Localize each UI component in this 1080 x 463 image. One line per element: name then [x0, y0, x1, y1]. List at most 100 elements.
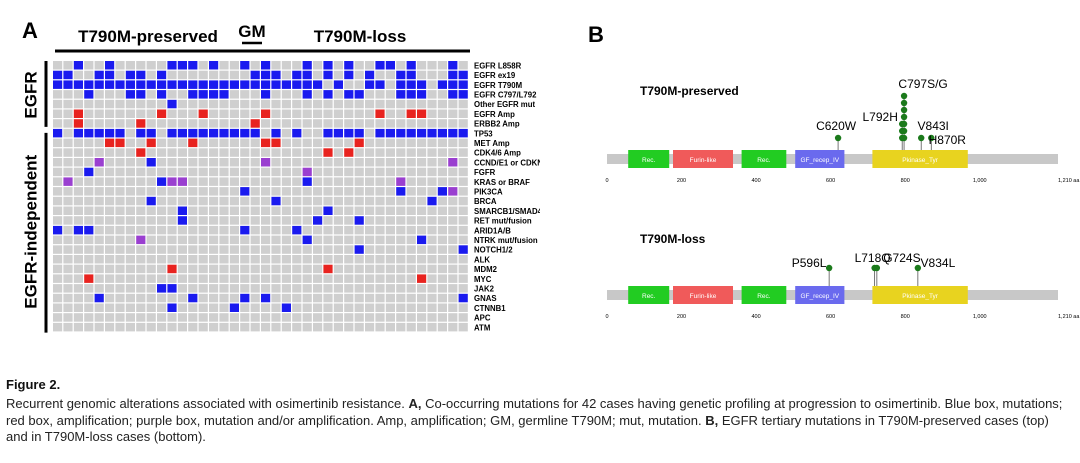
- oncoprint-cell: [292, 148, 302, 157]
- oncoprint-cell: [250, 274, 260, 283]
- oncoprint-cell: [302, 99, 312, 109]
- oncoprint-cell: [292, 99, 302, 109]
- oncoprint-cell: [240, 61, 250, 70]
- oncoprint-cell: [198, 245, 208, 254]
- oncoprint-cell: [125, 245, 135, 254]
- oncoprint-cell: [136, 187, 146, 196]
- oncoprint-cell: [417, 109, 427, 118]
- oncoprint-cell: [292, 80, 302, 89]
- oncoprint-cell: [313, 255, 323, 264]
- oncoprint-cell: [427, 119, 437, 128]
- mutation-dot: [825, 264, 833, 272]
- oncoprint-cell: [271, 109, 281, 118]
- oncoprint-cell: [146, 225, 156, 235]
- figure-caption: Figure 2. Recurrent genomic alterations …: [6, 377, 1074, 446]
- oncoprint-cell: [53, 148, 63, 157]
- oncoprint-cell: [188, 274, 198, 283]
- oncoprint-cell: [448, 264, 458, 274]
- oncoprint-cell: [292, 322, 302, 332]
- oncoprint-cell: [167, 216, 177, 225]
- oncoprint-cell: [375, 177, 385, 186]
- oncoprint-cell: [271, 274, 281, 283]
- oncoprint-cell: [323, 61, 333, 70]
- mutation-dot: [900, 120, 908, 128]
- oncoprint-cell: [167, 61, 177, 70]
- oncoprint-cell: [167, 148, 177, 157]
- oncoprint-cell: [302, 61, 312, 70]
- oncoprint-cell: [63, 216, 73, 225]
- oncoprint-cell: [73, 255, 83, 264]
- oncoprint-cell: [167, 80, 177, 89]
- oncoprint-cell: [136, 196, 146, 206]
- oncoprint-cell: [157, 225, 167, 235]
- oncoprint-cell: [406, 99, 416, 109]
- oncoprint-cell: [396, 167, 406, 177]
- oncoprint-cell: [292, 128, 302, 138]
- oncoprint-cell: [365, 196, 375, 206]
- oncoprint-cell: [333, 187, 343, 196]
- oncoprint-cell: [437, 216, 447, 225]
- oncoprint-cell: [105, 225, 115, 235]
- oncoprint-cell: [177, 293, 187, 303]
- oncoprint-cell: [240, 187, 250, 196]
- gene-row-label: MDM2: [474, 265, 498, 274]
- oncoprint-cell: [177, 245, 187, 254]
- oncoprint-cell: [84, 70, 94, 80]
- oncoprint-cell: [385, 216, 395, 225]
- mutation-label: C620W: [816, 119, 857, 133]
- domain-label: Furin-like: [690, 157, 717, 164]
- oncoprint-cell: [209, 109, 219, 118]
- mutation-label: V843I: [918, 119, 949, 133]
- gene-row-label: ALK: [474, 255, 490, 264]
- oncoprint-cell: [63, 99, 73, 109]
- gene-row-label: ARID1A/B: [474, 226, 511, 235]
- oncoprint-cell: [261, 216, 271, 225]
- oncoprint-cell: [198, 284, 208, 293]
- oncoprint-cell: [198, 206, 208, 215]
- oncoprint-cell: [271, 206, 281, 215]
- oncoprint-cell: [250, 322, 260, 332]
- oncoprint-cell: [198, 293, 208, 303]
- gene-row-label: NTRK mut/fusion: [474, 236, 538, 245]
- oncoprint-cell: [250, 187, 260, 196]
- oncoprint-cell: [354, 206, 364, 215]
- oncoprint-cell: [333, 138, 343, 148]
- oncoprint-cell: [250, 90, 260, 99]
- oncoprint-cell: [354, 80, 364, 89]
- oncoprint-cell: [448, 225, 458, 235]
- mutation-dot: [900, 99, 908, 107]
- oncoprint-cell: [354, 99, 364, 109]
- oncoprint-cell: [125, 109, 135, 118]
- oncoprint-cell: [73, 61, 83, 70]
- oncoprint-cell: [73, 274, 83, 283]
- mutation-dot: [918, 134, 925, 142]
- oncoprint-cell: [94, 99, 104, 109]
- oncoprint-cell: [198, 264, 208, 274]
- oncoprint-cell: [73, 109, 83, 118]
- oncoprint-cell: [385, 177, 395, 186]
- oncoprint-cell: [73, 235, 83, 245]
- oncoprint-cell: [448, 206, 458, 215]
- oncoprint-cell: [157, 177, 167, 186]
- oncoprint-cell: [115, 158, 125, 167]
- oncoprint-cell: [417, 80, 427, 89]
- domain-label: Rec.: [642, 157, 656, 164]
- oncoprint-cell: [281, 322, 291, 332]
- oncoprint-cell: [323, 245, 333, 254]
- oncoprint-cell: [385, 80, 395, 89]
- oncoprint-cell: [250, 264, 260, 274]
- oncoprint-cell: [281, 119, 291, 128]
- oncoprint-cell: [53, 235, 63, 245]
- oncoprint-cell: [375, 61, 385, 70]
- oncoprint-cell: [209, 322, 219, 332]
- oncoprint-cell: [344, 284, 354, 293]
- oncoprint-cell: [385, 313, 395, 322]
- oncoprint-cell: [417, 255, 427, 264]
- oncoprint-cell: [313, 90, 323, 99]
- oncoprint-cell: [333, 99, 343, 109]
- oncoprint-cell: [323, 128, 333, 138]
- oncoprint-cell: [188, 148, 198, 157]
- oncoprint-cell: [437, 255, 447, 264]
- oncoprint-cell: [94, 80, 104, 89]
- oncoprint-cell: [385, 264, 395, 274]
